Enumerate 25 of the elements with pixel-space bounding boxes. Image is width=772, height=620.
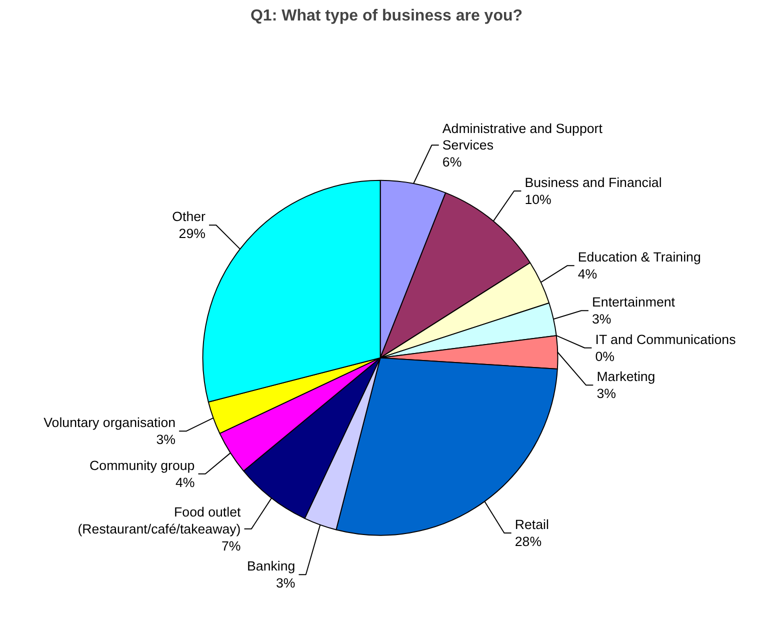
legend-label: IT and Communications [595, 332, 736, 347]
slice-label: Entertainment [592, 294, 676, 310]
data-label: 3% [276, 576, 296, 591]
data-label: 10% [524, 192, 552, 207]
slice-label: Education & Training [578, 250, 701, 265]
data-label: 4% [578, 266, 598, 282]
data-label: 28% [514, 534, 542, 549]
data-label: 3% [156, 432, 176, 448]
slice-label: Marketing [596, 369, 656, 384]
slice-label: Community group [90, 458, 195, 473]
text: 0% [595, 348, 614, 364]
slice-label: Voluntary organisation [44, 415, 176, 430]
data-label: 4% [175, 474, 195, 490]
data-label: 3% [596, 386, 616, 402]
data-label: 7% [221, 538, 241, 554]
slice-label: Business and Financial [524, 175, 662, 190]
slice-label: Retail [514, 517, 549, 532]
data-label: 3% [592, 312, 612, 327]
slice-label: Other [172, 209, 206, 224]
chart-title: Q1: What type of business are you? [250, 8, 523, 24]
slice-label: Food outlet (Restaurant/café/takeaway) [78, 504, 242, 536]
slice-label: Administrative and Support Services [442, 120, 603, 153]
data-label: 6% [442, 154, 462, 170]
slice-label: Banking [247, 558, 296, 574]
data-label: 29% [178, 226, 206, 242]
